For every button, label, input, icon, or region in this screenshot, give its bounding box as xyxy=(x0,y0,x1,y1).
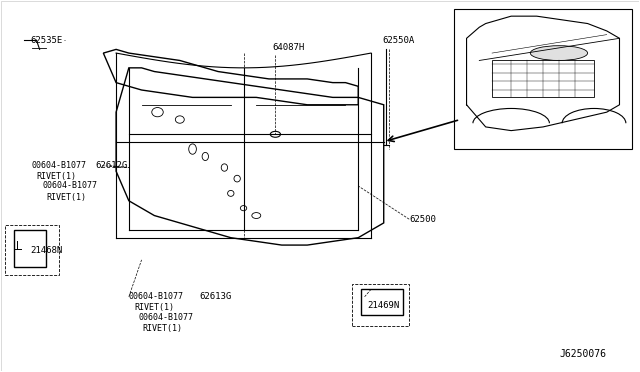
Text: 62612G: 62612G xyxy=(96,161,128,170)
Text: 00604-B1077: 00604-B1077 xyxy=(43,182,98,190)
Text: 21469N: 21469N xyxy=(368,301,400,311)
Text: 62535E: 62535E xyxy=(30,36,62,45)
Text: RIVET(1): RIVET(1) xyxy=(143,324,183,333)
Text: 00604-B1077: 00604-B1077 xyxy=(129,292,184,301)
Text: 62500: 62500 xyxy=(409,215,436,224)
Text: RIVET(1): RIVET(1) xyxy=(36,172,76,181)
Text: 64087H: 64087H xyxy=(272,43,305,52)
Bar xyxy=(492,61,594,97)
Text: 62550A: 62550A xyxy=(383,36,415,45)
Bar xyxy=(454,9,632,149)
Text: J6250076: J6250076 xyxy=(559,349,606,359)
Text: RIVET(1): RIVET(1) xyxy=(46,193,86,202)
Text: 00604-B1077: 00604-B1077 xyxy=(138,312,193,321)
Ellipse shape xyxy=(531,46,588,61)
Text: 62613G: 62613G xyxy=(199,292,231,301)
Text: RIVET(1): RIVET(1) xyxy=(134,303,174,312)
Text: 21468N: 21468N xyxy=(30,246,62,255)
Text: 00604-B1077: 00604-B1077 xyxy=(32,161,87,170)
